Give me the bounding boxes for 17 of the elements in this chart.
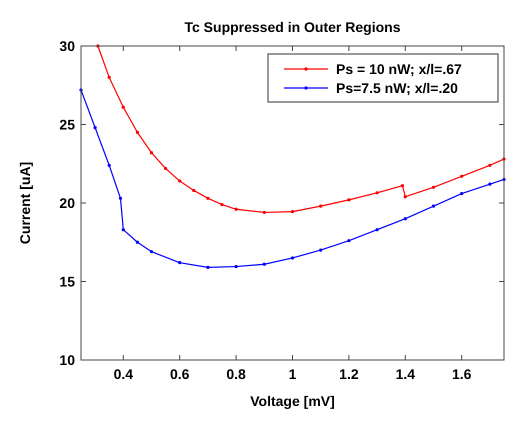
- y-axis-title: Current [uA]: [17, 162, 33, 244]
- y-tick-label: 15: [59, 274, 76, 290]
- x-tick-label: 1.4: [396, 366, 416, 382]
- y-tick-label: 25: [59, 116, 76, 132]
- x-tick-label: 1.2: [339, 366, 359, 382]
- legend-label: Ps=7.5 nW; x/l=.20: [336, 80, 458, 96]
- x-axis-title: Voltage [mV]: [250, 393, 335, 409]
- y-tick-label: 20: [59, 195, 76, 211]
- y-tick-label: 30: [59, 38, 76, 54]
- x-tick-label: 0.8: [226, 366, 246, 382]
- x-tick-label: 1.6: [452, 366, 472, 382]
- legend-label: Ps = 10 nW; x/l=.67: [336, 61, 462, 77]
- x-tick-label: 0.6: [170, 366, 190, 382]
- y-tick-label: 10: [59, 352, 76, 368]
- x-tick-label: 0.4: [114, 366, 134, 382]
- x-tick-label: 1: [288, 366, 297, 382]
- chart-title: Tc Suppressed in Outer Regions: [184, 19, 401, 35]
